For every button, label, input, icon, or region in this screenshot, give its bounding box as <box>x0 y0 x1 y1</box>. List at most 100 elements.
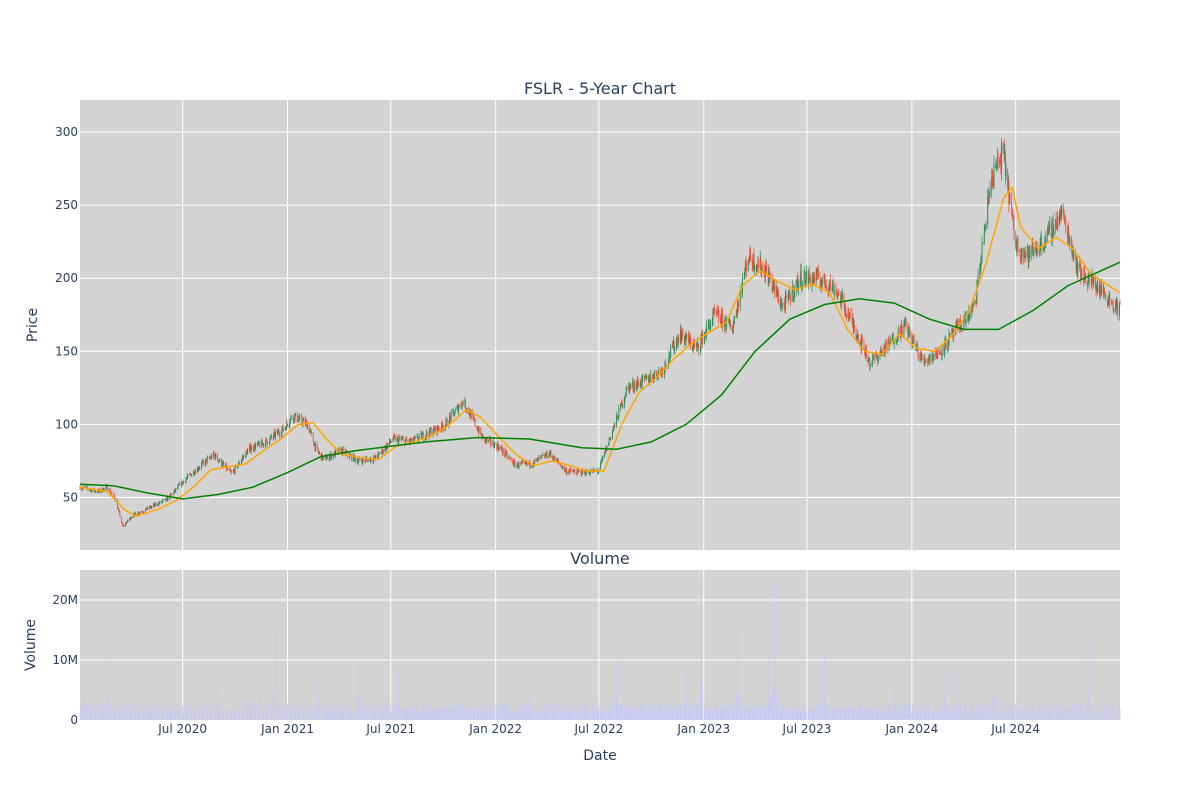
volume-bar <box>171 710 173 720</box>
volume-bar <box>753 705 755 720</box>
volume-bar <box>261 708 263 720</box>
candle-up <box>1091 268 1093 278</box>
volume-bar <box>682 714 684 720</box>
volume-bar <box>417 707 419 720</box>
volume-bar <box>518 706 520 720</box>
volume-bar <box>811 707 813 720</box>
volume-bar <box>672 707 673 720</box>
candle-down <box>867 353 869 366</box>
volume-bar <box>921 708 923 720</box>
candle-down <box>957 319 959 332</box>
volume-bar <box>789 707 791 720</box>
candle-up <box>390 441 392 443</box>
candle-down <box>1019 247 1021 263</box>
candle-down <box>361 458 363 463</box>
candle-down <box>678 334 680 345</box>
candle-down <box>1084 266 1086 284</box>
candle-up <box>478 426 480 434</box>
volume-bar <box>892 704 894 720</box>
candle-up <box>191 473 193 477</box>
candle-down <box>402 435 404 442</box>
volume-bar <box>402 709 404 720</box>
volume-bar <box>601 707 603 720</box>
volume-bar <box>751 707 753 720</box>
volume-bar <box>1103 703 1105 720</box>
volume-bar <box>911 713 913 720</box>
volume-bar <box>153 706 154 720</box>
candle-down <box>259 441 261 449</box>
volume-bar <box>705 710 707 720</box>
volume-bar <box>266 713 268 720</box>
candle-up <box>825 284 827 289</box>
volume-bar <box>973 712 975 720</box>
volume-bar <box>340 710 342 720</box>
candle-down <box>110 492 112 495</box>
candle-down <box>258 441 260 445</box>
volume-bar <box>1097 713 1099 720</box>
volume-bar <box>94 709 96 720</box>
candle-up <box>309 430 311 433</box>
volume-bar <box>609 709 611 720</box>
volume-bar <box>612 711 614 720</box>
volume-bar <box>464 708 466 720</box>
candle-up <box>674 346 676 355</box>
volume-bar <box>492 703 494 720</box>
candle-down <box>480 426 482 436</box>
candle-up <box>416 433 418 438</box>
volume-bar <box>504 706 506 720</box>
candle-up <box>941 345 943 361</box>
volume-bar <box>286 705 288 720</box>
volume-bar <box>733 707 735 720</box>
volume-bar <box>1047 706 1048 720</box>
candle-up <box>908 324 910 338</box>
volume-bar <box>1009 703 1011 720</box>
candle-up <box>625 391 627 399</box>
candle-up <box>987 188 989 229</box>
candle-up <box>289 418 291 428</box>
volume-bar <box>645 709 647 720</box>
candle-down <box>560 463 562 467</box>
volume-bar <box>661 705 663 720</box>
candle-up <box>449 412 450 426</box>
candle-up <box>977 268 979 287</box>
volume-bar <box>95 703 97 720</box>
candle-up <box>772 280 774 292</box>
volume-bar <box>949 713 950 720</box>
candle-down <box>784 302 786 313</box>
volume-bar <box>609 714 611 720</box>
volume-bar <box>606 708 608 720</box>
candle-down <box>1109 291 1111 306</box>
volume-bar <box>972 705 974 720</box>
candle-up <box>602 455 604 460</box>
volume-bar <box>664 714 666 720</box>
volume-bar <box>1108 704 1110 720</box>
volume-bar <box>185 706 187 720</box>
volume-bar <box>798 712 799 720</box>
candle-down <box>182 481 184 486</box>
candle-up <box>578 469 580 473</box>
candle-up <box>903 320 905 337</box>
candle-down <box>317 447 319 452</box>
volume-bar <box>242 713 244 720</box>
volume-bar <box>554 708 556 720</box>
candle-up <box>995 163 997 173</box>
volume-bar <box>688 707 690 720</box>
candle-up <box>105 487 107 491</box>
x-tick-label: Jul 2022 <box>573 722 623 736</box>
candle-down <box>709 322 711 331</box>
volume-bar <box>362 707 364 720</box>
candle-down <box>153 503 155 508</box>
candle-down <box>211 454 213 461</box>
volume-bar <box>608 707 609 720</box>
volume-bar <box>780 708 782 720</box>
candle-up <box>218 460 220 464</box>
volume-bar <box>307 708 308 720</box>
candle-up <box>153 503 155 508</box>
candle-up <box>928 354 930 363</box>
candle-down <box>616 414 618 417</box>
volume-bar <box>832 708 834 720</box>
candle-up <box>712 308 714 326</box>
candle-up <box>281 425 283 433</box>
volume-bar <box>815 705 817 720</box>
volume-bar <box>981 706 983 720</box>
